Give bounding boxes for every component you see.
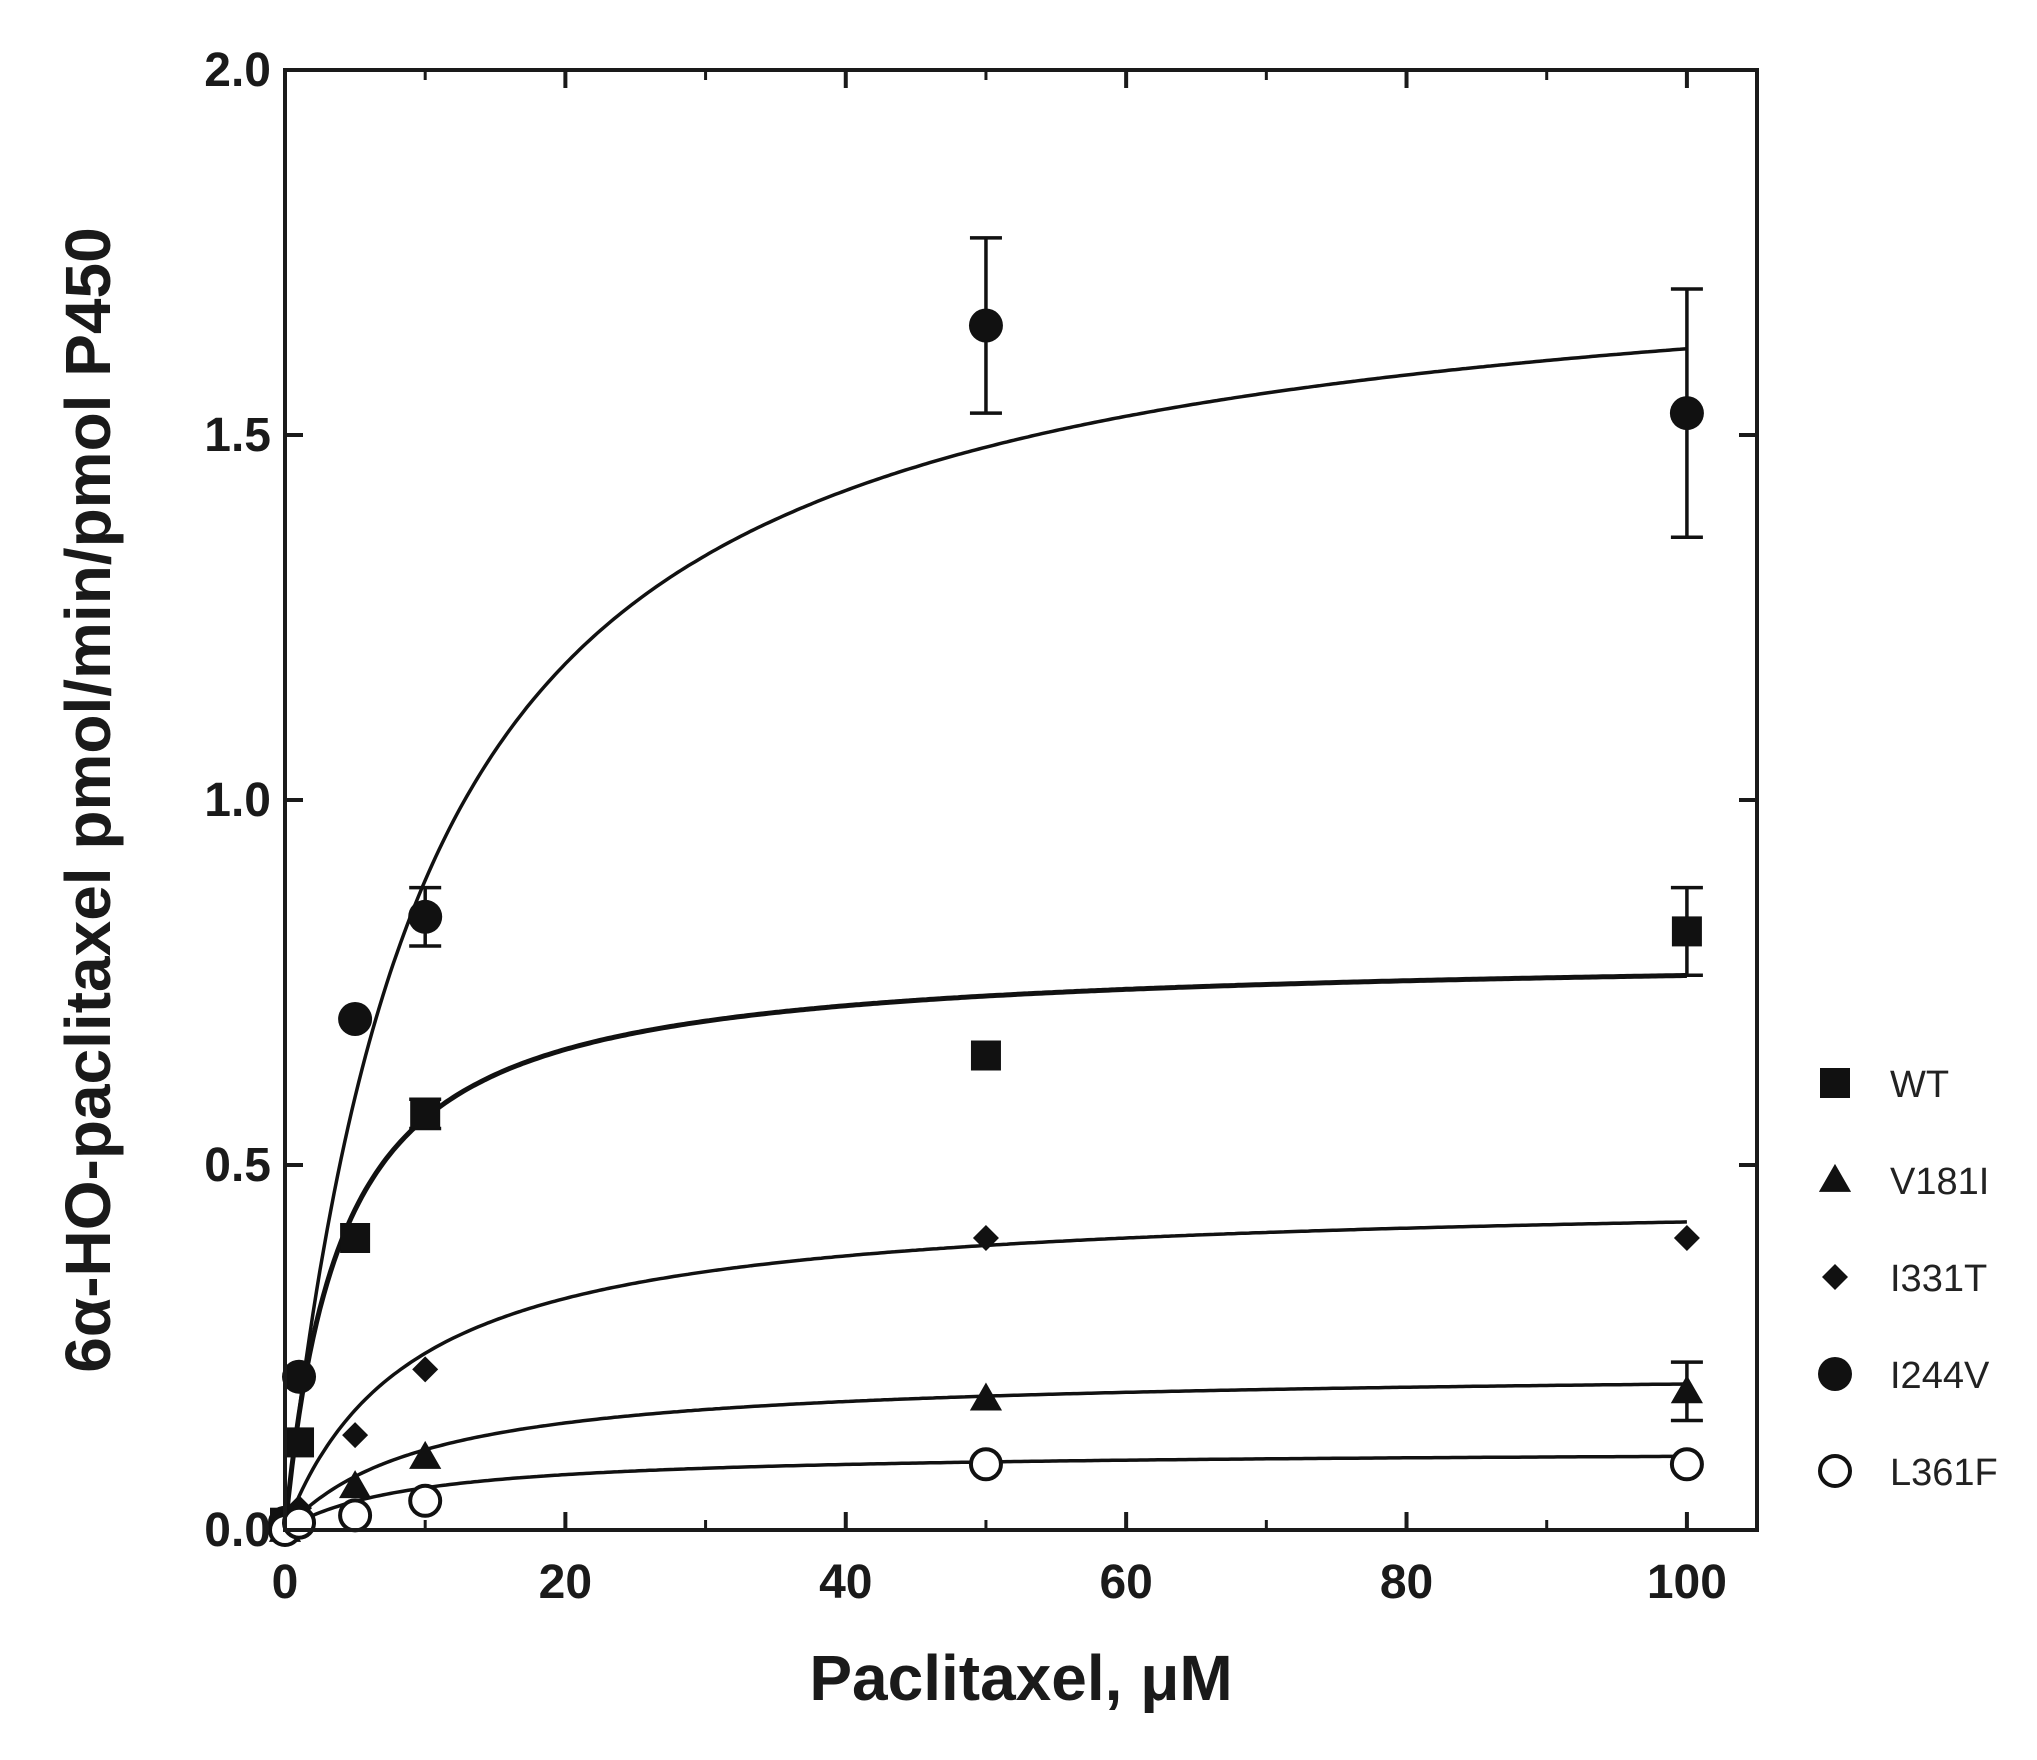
y-tick-label: 1.5 (204, 409, 271, 462)
axis-ticks: 0 20 40 60 80 100 0.0 0.5 1.0 1.5 2.0 (204, 44, 1757, 1609)
point-wt (970, 1040, 1001, 1071)
point-l361f (1669, 1447, 1704, 1482)
point-i244v (1669, 396, 1704, 431)
x-tick-label: 100 (1647, 1556, 1727, 1609)
point-i244v (338, 1002, 373, 1036)
fit-curves (282, 346, 1688, 1532)
x-tick-label: 60 (1099, 1556, 1152, 1609)
legend-label-wt: WT (1890, 1064, 1949, 1106)
fit-curve-i331t (283, 1220, 1687, 1531)
point-v181i (409, 1440, 442, 1469)
legend-marker-l361f (1818, 1454, 1852, 1488)
y-axis-title: 6α-HO-paclitaxel pmol/min/pmol P450 (52, 227, 124, 1372)
plot-frame (283, 68, 1759, 1532)
fit-curve-wt (282, 973, 1687, 1531)
x-tick-label: 80 (1380, 1556, 1433, 1609)
point-i244v (968, 308, 1003, 343)
point-i331t (412, 1356, 439, 1383)
point-v181i (1670, 1375, 1704, 1404)
legend-label-i331t: I331T (1890, 1258, 1987, 1300)
legend-label-v181i: V181I (1890, 1161, 1989, 1203)
point-wt (1671, 916, 1702, 947)
point-wt (340, 1223, 371, 1253)
legend-label-i244v: I244V (1890, 1355, 1990, 1397)
point-wt (410, 1098, 441, 1129)
point-i331t (342, 1422, 369, 1449)
fit-curve-i244v (283, 346, 1688, 1531)
point-l361f (282, 1505, 317, 1540)
y-tick-label: 0.0 (204, 1504, 271, 1557)
point-v181i (338, 1470, 372, 1499)
legend-marker-i244v (1818, 1357, 1852, 1391)
y-tick-label: 0.5 (204, 1139, 271, 1192)
point-i331t (1673, 1225, 1700, 1251)
y-tick-label: 1.0 (204, 774, 271, 827)
x-axis-title: Paclitaxel, μM (809, 1642, 1232, 1714)
legend: WT V181I I331T I244V L361F (1818, 1064, 1998, 1494)
legend-label-l361f: L361F (1890, 1452, 1998, 1494)
point-l361f (968, 1447, 1003, 1482)
x-tick-label: 40 (819, 1556, 872, 1609)
point-v181i (969, 1382, 1003, 1411)
y-tick-label: 2.0 (204, 44, 271, 97)
x-tick-label: 0 (272, 1556, 299, 1609)
x-tick-label: 20 (539, 1556, 592, 1609)
legend-marker-i331t (1822, 1264, 1848, 1290)
data-markers (268, 308, 1704, 1547)
legend-marker-v181i (1818, 1163, 1852, 1192)
point-l361f (408, 1483, 443, 1518)
legend-marker-wt (1820, 1068, 1850, 1098)
point-i244v (282, 1359, 317, 1394)
point-i244v (408, 899, 443, 934)
point-l361f (338, 1498, 373, 1533)
point-i331t (972, 1225, 999, 1251)
point-wt (284, 1427, 315, 1458)
